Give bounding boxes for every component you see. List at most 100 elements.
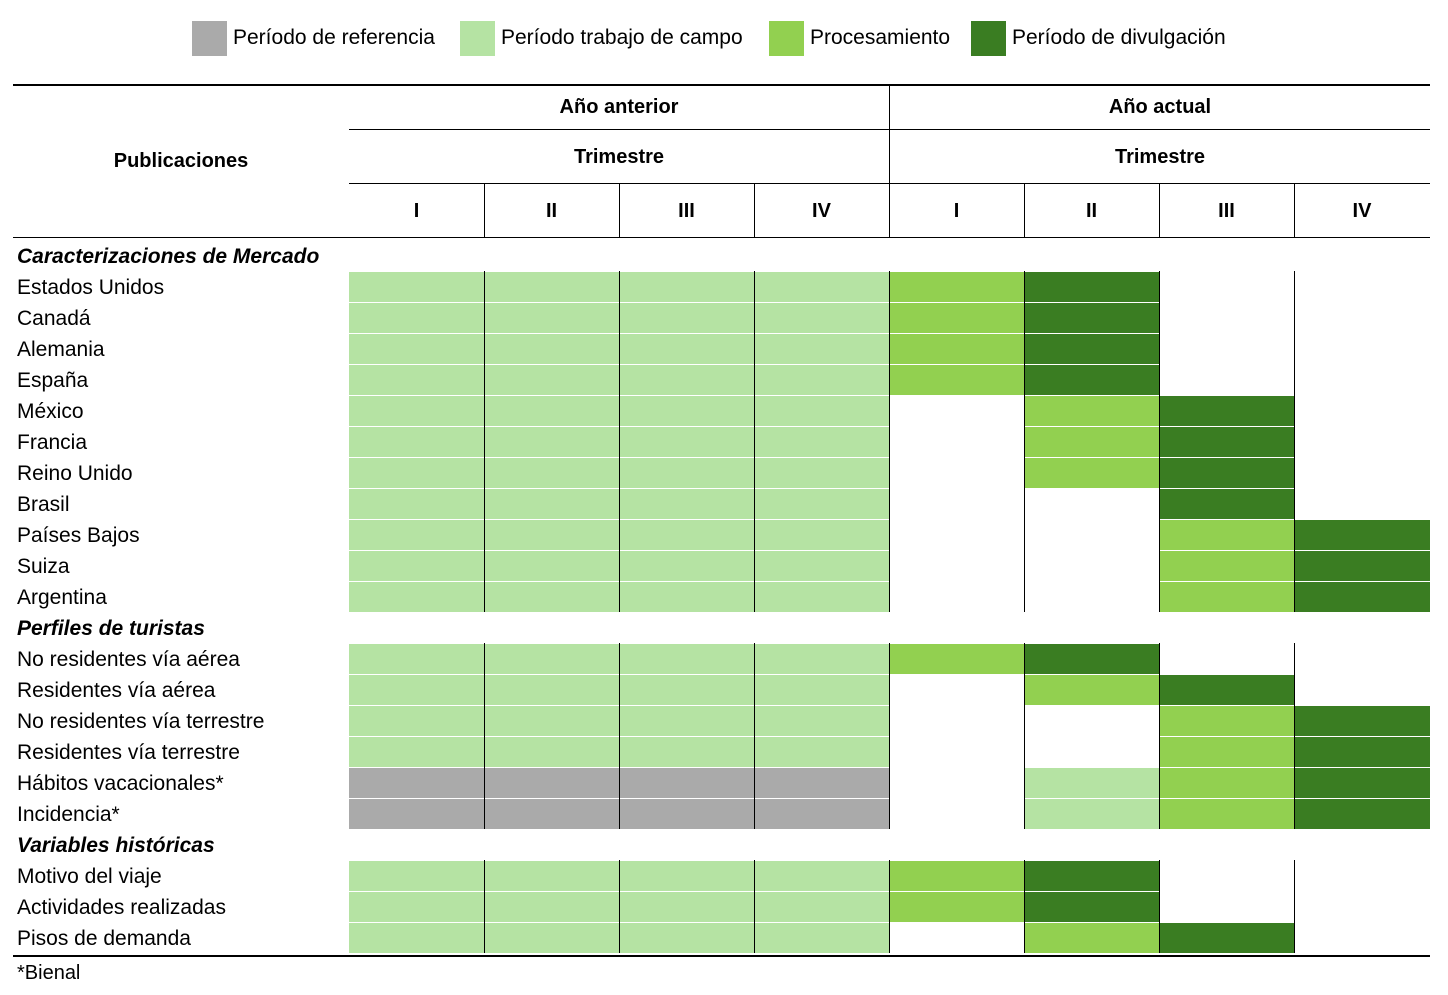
column-separator [1024, 891, 1025, 922]
row-label: Pisos de demanda [17, 927, 191, 950]
column-separator [484, 550, 485, 581]
schedule-cell [484, 396, 619, 426]
schedule-cell [619, 923, 754, 953]
column-separator [1159, 922, 1160, 953]
quarter-divider [1159, 184, 1160, 238]
column-separator [889, 395, 890, 426]
column-separator [889, 860, 890, 891]
column-separator [484, 395, 485, 426]
column-separator [1024, 457, 1025, 488]
column-separator [484, 736, 485, 767]
schedule-cell [1024, 582, 1159, 612]
schedule-cell [349, 675, 484, 705]
schedule-cell [349, 644, 484, 674]
schedule-cell [754, 644, 889, 674]
header-publicaciones: Publicaciones [113, 150, 249, 172]
schedule-cell [1294, 861, 1430, 891]
legend-item-dissemination: Período de divulgación [971, 20, 1226, 56]
column-separator [1159, 736, 1160, 767]
schedule-cell [1159, 923, 1294, 953]
schedule-cell [1024, 272, 1159, 302]
column-separator [1024, 488, 1025, 519]
column-separator [1024, 333, 1025, 364]
schedule-cell [484, 520, 619, 550]
schedule-cell [1294, 334, 1430, 364]
row-label: Motivo del viaje [17, 865, 162, 888]
column-separator [619, 271, 620, 302]
schedule-cell [1159, 272, 1294, 302]
schedule-cell [754, 892, 889, 922]
schedule-cell [889, 737, 1024, 767]
row-label: Argentina [17, 586, 107, 609]
schedule-cell [1294, 737, 1430, 767]
schedule-cell [754, 334, 889, 364]
column-separator [1294, 333, 1295, 364]
column-separator [619, 364, 620, 395]
section-heading: Variables históricas [17, 834, 215, 857]
schedule-cell [1024, 303, 1159, 333]
legend-label-fieldwork: Período trabajo de campo [501, 26, 743, 49]
column-separator [1024, 922, 1025, 953]
schedule-cell [349, 334, 484, 364]
column-separator [1024, 767, 1025, 798]
column-separator [1159, 798, 1160, 829]
schedule-cell [754, 582, 889, 612]
quarter-divider [619, 184, 620, 238]
column-separator [619, 705, 620, 736]
quarter-header: III [1218, 200, 1235, 222]
schedule-cell [1159, 737, 1294, 767]
schedule-cell [1294, 892, 1430, 922]
schedule-cell [1294, 675, 1430, 705]
column-separator [1024, 395, 1025, 426]
schedule-cell [1024, 458, 1159, 488]
schedule-cell [1159, 861, 1294, 891]
schedule-cell [754, 861, 889, 891]
schedule-cell [619, 365, 754, 395]
column-separator [484, 302, 485, 333]
schedule-cell [1294, 923, 1430, 953]
schedule-cell [619, 334, 754, 364]
year-divider [889, 86, 890, 238]
schedule-cell [619, 768, 754, 798]
column-separator [484, 860, 485, 891]
schedule-cell [1159, 520, 1294, 550]
schedule-cell [484, 799, 619, 829]
column-separator [484, 364, 485, 395]
column-separator [1159, 860, 1160, 891]
schedule-cell [1159, 644, 1294, 674]
column-separator [619, 581, 620, 612]
schedule-cell [619, 427, 754, 457]
schedule-cell [1294, 303, 1430, 333]
table-bottom-rule [13, 955, 1430, 957]
schedule-cell [1159, 675, 1294, 705]
schedule-cell [619, 892, 754, 922]
schedule-cell [1294, 396, 1430, 426]
schedule-cell [484, 582, 619, 612]
column-separator [754, 860, 755, 891]
legend-item-reference: Período de referencia [192, 20, 435, 56]
schedule-cell [1024, 334, 1159, 364]
column-separator [1294, 426, 1295, 457]
column-separator [1024, 550, 1025, 581]
column-separator [484, 488, 485, 519]
schedule-cell [1294, 799, 1430, 829]
column-separator [1159, 364, 1160, 395]
header-trimestre-previous: Trimestre [573, 146, 665, 168]
column-separator [889, 333, 890, 364]
schedule-cell [619, 303, 754, 333]
column-separator [1024, 860, 1025, 891]
schedule-cell [1294, 365, 1430, 395]
column-separator [889, 426, 890, 457]
legend-swatch-processing [769, 20, 804, 56]
schedule-cell [754, 272, 889, 302]
schedule-cell [1024, 365, 1159, 395]
column-separator [1294, 519, 1295, 550]
schedule-cell [1294, 489, 1430, 519]
column-separator [1024, 736, 1025, 767]
column-separator [1294, 798, 1295, 829]
row-label: Brasil [17, 493, 70, 516]
schedule-cell [484, 489, 619, 519]
row-label: Residentes vía terrestre [17, 741, 240, 764]
schedule-cell [619, 396, 754, 426]
header-year-previous: Año anterior [559, 96, 679, 118]
